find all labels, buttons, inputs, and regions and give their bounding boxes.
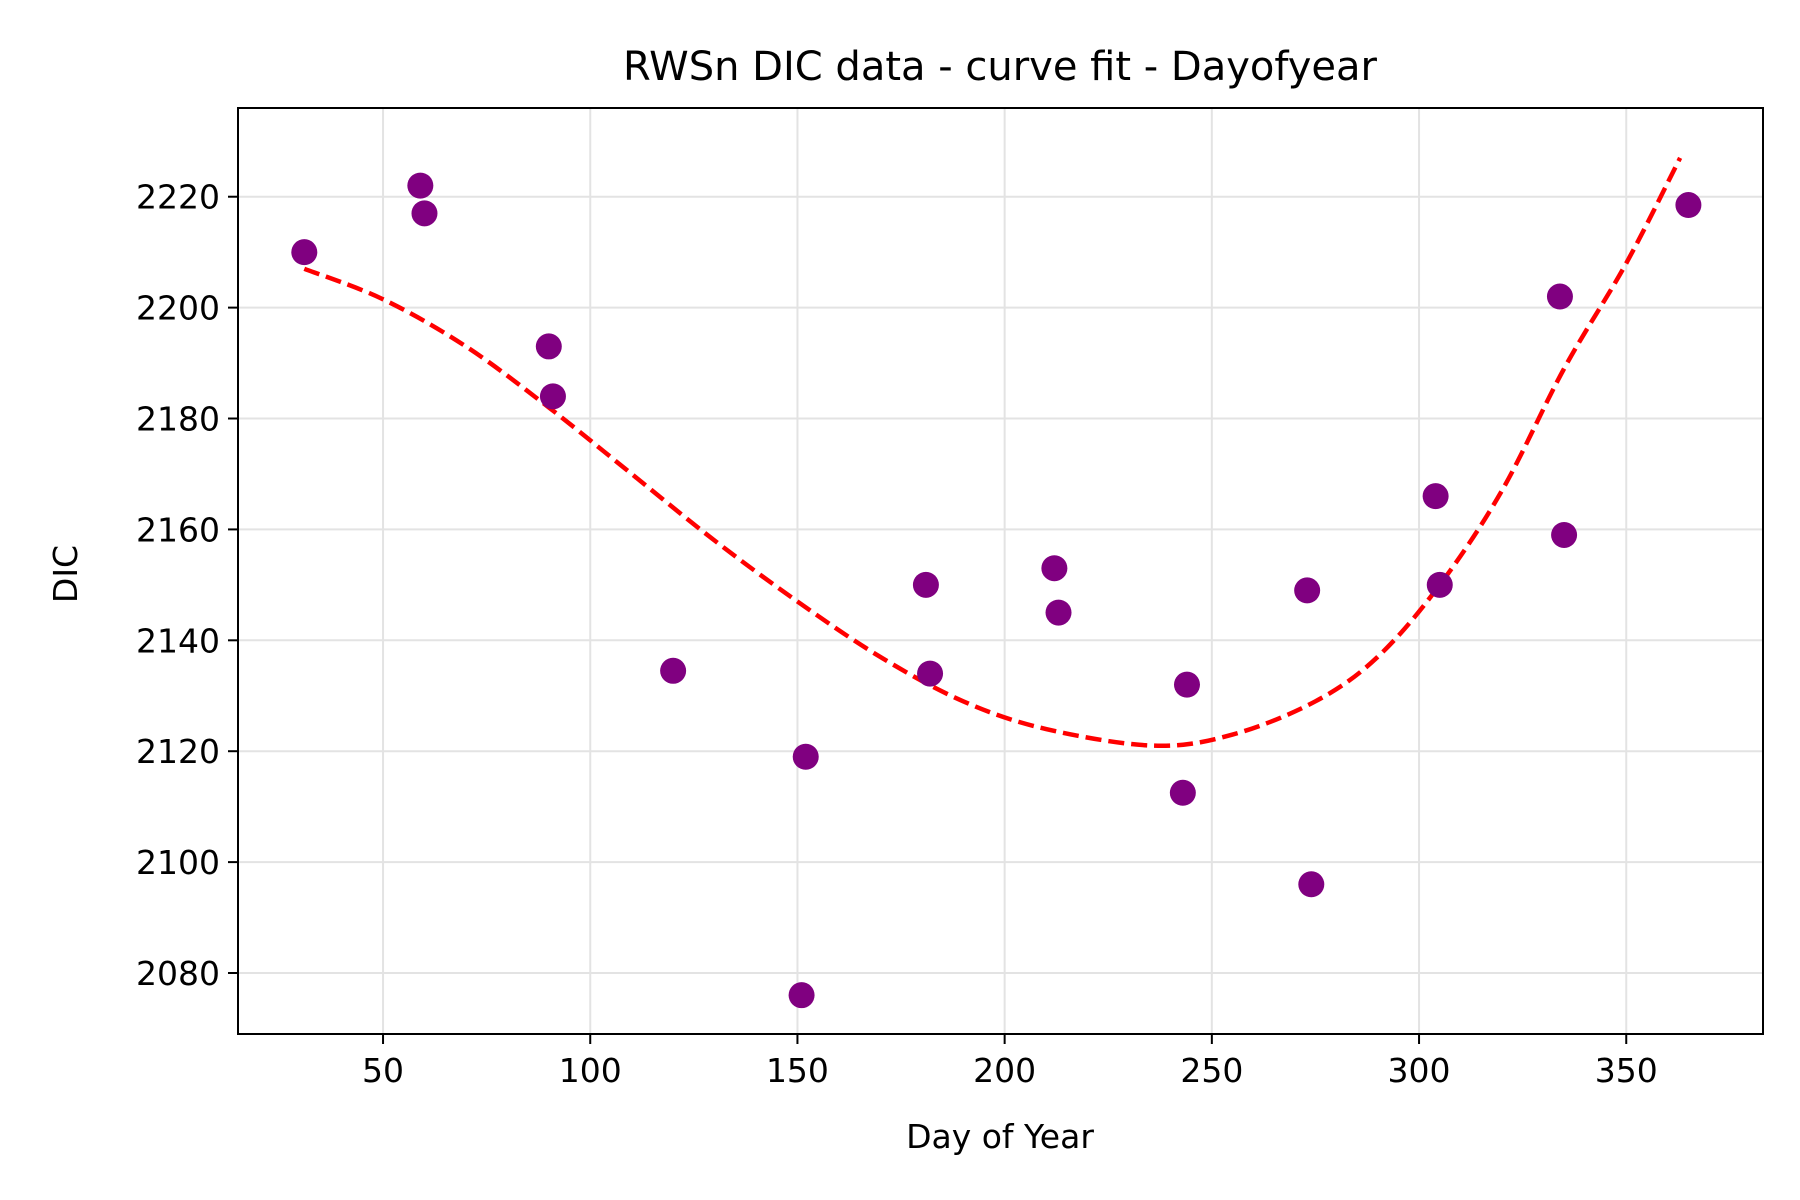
data-point xyxy=(407,172,434,199)
data-point xyxy=(1041,555,1068,582)
data-point xyxy=(1173,671,1200,698)
data-point xyxy=(1551,521,1578,548)
data-point xyxy=(1675,192,1702,219)
y-tick-label: 2220 xyxy=(136,178,220,217)
data-point xyxy=(1546,283,1573,310)
y-axis-label: DIC xyxy=(46,545,85,603)
data-point xyxy=(788,982,815,1009)
x-tick-label: 200 xyxy=(973,1051,1036,1090)
data-point xyxy=(912,571,939,598)
data-point xyxy=(1298,871,1325,898)
fit-curve xyxy=(303,156,1683,749)
x-tick-label: 150 xyxy=(766,1051,829,1090)
x-tick-label: 100 xyxy=(559,1051,622,1090)
data-point xyxy=(291,239,318,266)
data-point xyxy=(1169,779,1196,806)
y-tick-label: 2120 xyxy=(136,732,220,771)
data-point xyxy=(1045,599,1072,626)
x-tick-label: 250 xyxy=(1180,1051,1243,1090)
data-point xyxy=(660,657,687,684)
x-tick-label: 300 xyxy=(1388,1051,1451,1090)
chart-title: RWSn DIC data - curve fit - Dayofyear xyxy=(623,44,1378,90)
data-point xyxy=(1422,483,1449,510)
data-point xyxy=(539,383,566,410)
y-tick-label: 2200 xyxy=(136,289,220,328)
scatter-points-layer xyxy=(291,172,1702,1009)
y-tick-label: 2140 xyxy=(136,621,220,660)
y-tick-label: 2100 xyxy=(136,843,220,882)
y-tick-label: 2080 xyxy=(136,954,220,993)
axes: 50 100 150 200 250 300 350 2080 2100 2120 2140 2160… xyxy=(136,107,1764,1090)
fit-curve-layer xyxy=(303,156,1683,749)
grid-lines xyxy=(238,108,1763,1034)
plot-frame xyxy=(237,107,1764,1035)
data-point xyxy=(411,200,438,227)
data-point xyxy=(792,743,819,770)
x-tick-label: 50 xyxy=(362,1051,404,1090)
data-point xyxy=(917,660,944,687)
data-point xyxy=(1294,577,1321,604)
data-point xyxy=(535,333,562,360)
y-tick-label: 2160 xyxy=(136,510,220,549)
y-tick-label: 2180 xyxy=(136,400,220,439)
x-tick-label: 350 xyxy=(1595,1051,1658,1090)
data-point xyxy=(1426,571,1453,598)
x-axis-label: Day of Year xyxy=(906,1117,1094,1156)
